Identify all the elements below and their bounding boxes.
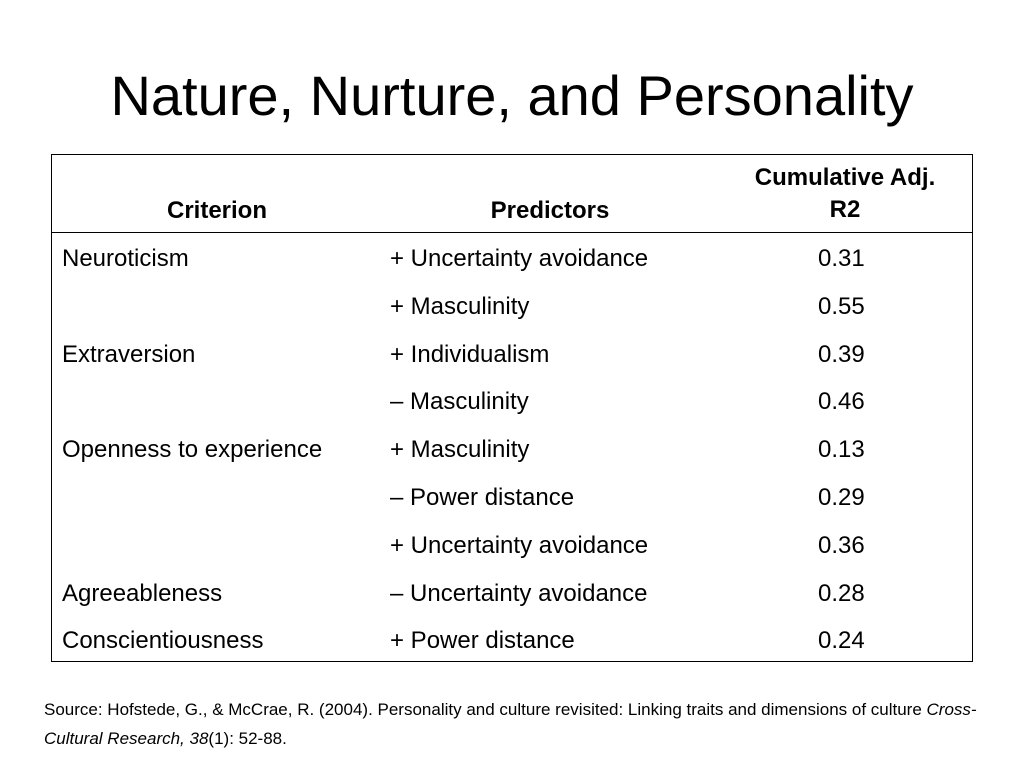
header-criterion: Criterion bbox=[166, 197, 267, 224]
slide-title: Nature, Nurture, and Personality bbox=[110, 64, 914, 127]
table-body: Neuroticism + Uncertainty avoidance 0.31… bbox=[52, 233, 972, 663]
r2-cell: 0.36 bbox=[818, 531, 865, 559]
table-row: Openness to experience + Masculinity 0.1… bbox=[52, 424, 972, 472]
criterion-cell: Conscientiousness bbox=[62, 627, 264, 655]
predictor-cell: – Uncertainty avoidance bbox=[390, 579, 648, 607]
r2-cell: 0.31 bbox=[818, 245, 865, 272]
header-r2-line1: Cumulative Adj. bbox=[754, 164, 936, 191]
predictor-cell: + Uncertainty avoidance bbox=[390, 531, 649, 559]
table-row: Agreeableness – Uncertainty avoidance 0.… bbox=[52, 568, 972, 616]
source-journal: Cross-Cultural Research, 38 bbox=[44, 700, 977, 748]
r2-cell: 0.39 bbox=[818, 340, 865, 368]
r2-cell: 0.29 bbox=[818, 483, 865, 511]
table-header: Criterion Predictors Cumulative Adj. R2 bbox=[52, 155, 972, 233]
table-row: + Uncertainty avoidance 0.36 bbox=[52, 520, 972, 568]
r2-cell: 0.28 bbox=[818, 579, 865, 607]
source-citation: Source: Hofstede, G., & McCrae, R. (2004… bbox=[44, 695, 1004, 753]
predictor-cell: + Individualism bbox=[390, 340, 550, 368]
table-row: Extraversion + Individualism 0.39 bbox=[52, 329, 972, 377]
criterion-cell: Extraversion bbox=[62, 340, 196, 368]
table-row: – Power distance 0.29 bbox=[52, 472, 972, 520]
table-row: Neuroticism + Uncertainty avoidance 0.31 bbox=[52, 233, 972, 281]
results-table: Criterion Predictors Cumulative Adj. R2 … bbox=[51, 154, 973, 662]
predictor-cell: + Masculinity bbox=[390, 436, 530, 464]
r2-cell: 0.46 bbox=[818, 388, 865, 416]
table-row: + Masculinity 0.55 bbox=[52, 281, 972, 329]
source-issue-pages: (1): 52-88. bbox=[208, 729, 287, 748]
criterion-cell: Openness to experience bbox=[62, 436, 323, 464]
predictor-cell: + Masculinity bbox=[390, 292, 530, 320]
r2-cell: 0.24 bbox=[818, 627, 865, 655]
predictor-cell: – Power distance bbox=[390, 483, 575, 511]
criterion-cell: Neuroticism bbox=[62, 245, 189, 272]
header-predictors: Predictors bbox=[490, 197, 610, 224]
predictor-cell: + Power distance bbox=[390, 627, 575, 655]
predictor-cell: – Masculinity bbox=[390, 388, 529, 416]
source-text: Source: Hofstede, G., & McCrae, R. (2004… bbox=[44, 700, 927, 719]
header-r2-line2: R2 bbox=[829, 196, 861, 223]
table-row: Conscientiousness + Power distance 0.24 bbox=[52, 615, 972, 663]
predictor-cell: + Uncertainty avoidance bbox=[390, 245, 649, 272]
criterion-cell: Agreeableness bbox=[62, 579, 223, 607]
table-row: – Masculinity 0.46 bbox=[52, 376, 972, 424]
r2-cell: 0.13 bbox=[818, 436, 865, 464]
r2-cell: 0.55 bbox=[818, 292, 865, 320]
header-cumulative-adj-r2: Cumulative Adj. R2 bbox=[720, 162, 970, 226]
